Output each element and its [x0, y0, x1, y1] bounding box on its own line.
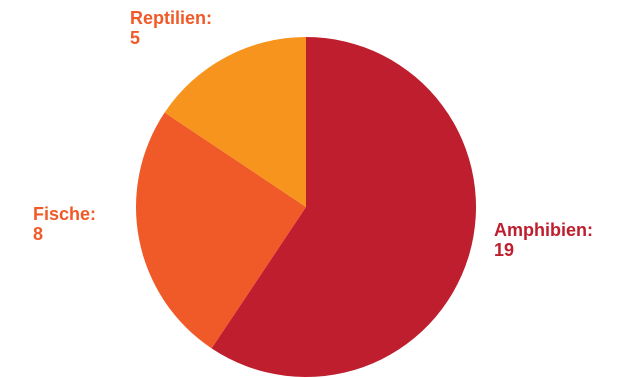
slice-label-reptilien: Reptilien: 5 [130, 8, 212, 48]
slice-label-amphibien: Amphibien: 19 [494, 220, 593, 260]
slice-label-reptilien-category: Reptilien: [130, 8, 213, 28]
pie-slice-amphibien [211, 37, 476, 377]
slice-label-fische-value: 8 [33, 224, 44, 244]
slice-label-fische: Fische: 8 [33, 204, 96, 244]
slice-label-reptilien-value: 5 [130, 28, 141, 48]
slice-label-amphibien-category: Amphibien: [494, 220, 593, 240]
slice-label-fische-category: Fische: [33, 204, 97, 224]
pie-slice-reptilien [164, 37, 306, 207]
pie-slice-fische [135, 112, 306, 349]
slice-label-amphibien-value: 19 [494, 240, 515, 260]
